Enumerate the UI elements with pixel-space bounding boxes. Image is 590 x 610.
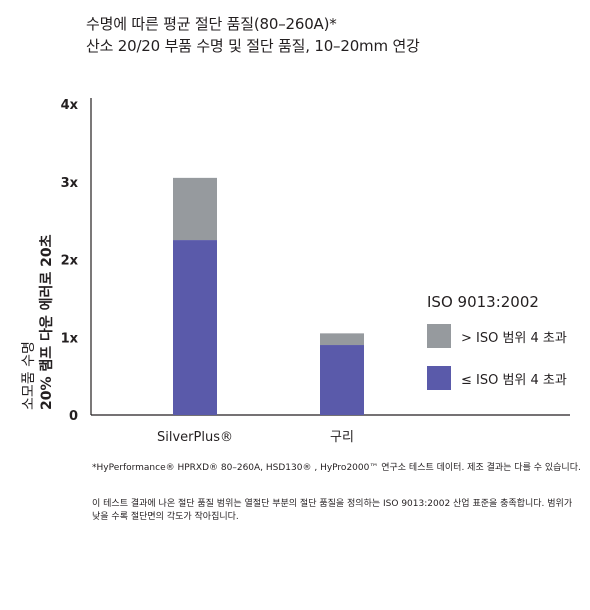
bar-segment xyxy=(173,177,217,241)
chart-title-line-2: 산소 20/20 부품 수명 및 절단 품질, 10–20mm 연강 xyxy=(86,37,420,55)
y-tick-label: 3x xyxy=(61,176,79,191)
legend-swatch-blue xyxy=(427,366,451,390)
bar-segment xyxy=(320,345,364,415)
bar-segment xyxy=(320,333,364,346)
y-axis-label: 소모품 수명 20% 램프 다운 에러로 20초 xyxy=(20,234,60,610)
y-axis-label-line-1: 소모품 수명 xyxy=(21,341,37,410)
y-tick-label: 1x xyxy=(61,331,79,346)
y-tick-label: 0 xyxy=(69,409,78,424)
footnote-iso-standard: 이 테스트 결과에 나온 절단 품질 범위는 열절단 부분의 절단 품질을 정의… xyxy=(92,499,573,522)
legend-item-above-range: > ISO 범위 4 초과 xyxy=(427,324,567,348)
legend-label-above-range: > ISO 범위 4 초과 xyxy=(461,330,567,346)
legend-swatch-gray xyxy=(427,324,451,348)
y-axis-label-line-2: 20% 램프 다운 에러로 20초 xyxy=(39,234,55,410)
legend-title: ISO 9013:2002 xyxy=(427,293,539,311)
footnote-test-data: *HyPerformance® HPRXD® 80–260A, HSD130® … xyxy=(92,463,581,473)
y-tick-label: 4x xyxy=(61,98,79,113)
bar-segment xyxy=(173,240,217,415)
x-tick-label: SilverPlus® xyxy=(157,430,233,445)
legend-label-within-range: ≤ ISO 범위 4 초과 xyxy=(461,372,567,388)
bar-chart: 0 1x 2x 3x 4x SilverPlus® 구리 xyxy=(61,98,570,445)
chart-title-line-1: 수명에 따른 평균 절단 품질(80–260A)* xyxy=(86,15,337,33)
legend-item-within-range: ≤ ISO 범위 4 초과 xyxy=(427,366,567,390)
y-tick-label: 2x xyxy=(61,254,79,269)
x-tick-label: 구리 xyxy=(330,430,354,445)
